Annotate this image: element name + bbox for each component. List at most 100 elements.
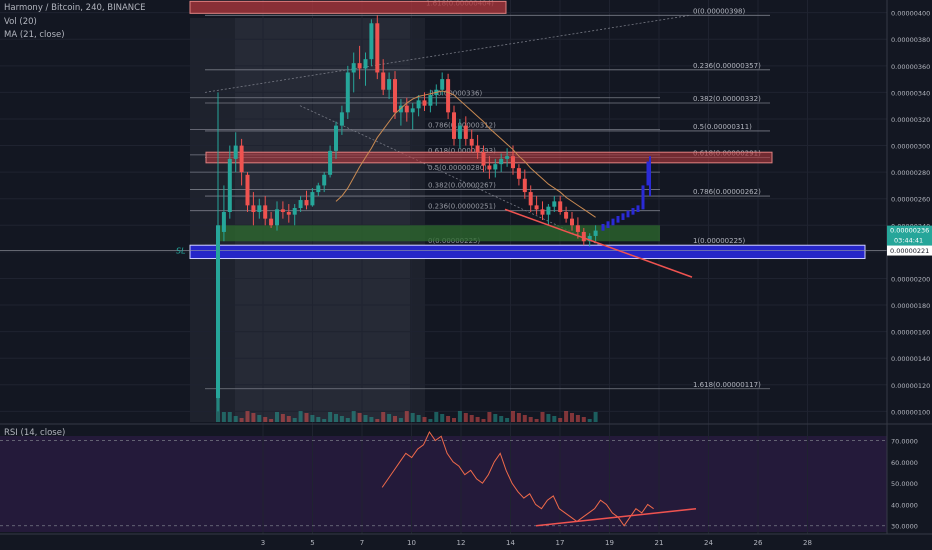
volume-bar bbox=[587, 419, 592, 422]
projection-candle bbox=[646, 161, 650, 186]
volume-bar bbox=[292, 418, 297, 422]
volume-bar bbox=[499, 416, 504, 422]
volume-bar bbox=[334, 414, 338, 422]
price-tick-label: 0.00000360 bbox=[891, 63, 930, 71]
volume-bar bbox=[387, 414, 392, 422]
price-tick-label: 0.00000120 bbox=[891, 382, 930, 390]
fib-level-label: 0.382(0.00000332) bbox=[693, 95, 761, 103]
fibonacci-b: 0(0.00000398) 0.236(0.00000357) 0.382(0.00… bbox=[205, 7, 770, 390]
candle-body bbox=[440, 79, 445, 90]
candle-body bbox=[416, 100, 421, 109]
projection-candle bbox=[611, 218, 615, 226]
candle-body bbox=[404, 105, 409, 113]
volume-bar bbox=[375, 419, 380, 422]
candle-body bbox=[475, 145, 480, 153]
candle-body bbox=[452, 112, 456, 139]
candle-body bbox=[363, 59, 368, 69]
volume-bar bbox=[475, 417, 480, 422]
trend-line bbox=[504, 208, 693, 278]
volume-bar bbox=[316, 417, 321, 422]
price-tick-label: 0.00000280 bbox=[891, 169, 930, 177]
rsi-band-fill bbox=[0, 436, 887, 532]
candle-body bbox=[357, 63, 362, 69]
fib-level-label: 0.5(0.00000311) bbox=[693, 123, 752, 131]
rsi-trend-line bbox=[535, 507, 697, 527]
rsi-tick-label: 50.0000 bbox=[891, 480, 918, 488]
price-tick-label: 0.00000320 bbox=[891, 116, 930, 124]
volume-bar bbox=[369, 417, 374, 422]
volume-bar bbox=[575, 415, 580, 422]
time-tick-label: 5 bbox=[310, 539, 314, 547]
price-axis-bg bbox=[887, 0, 932, 550]
time-tick-label: 26 bbox=[754, 539, 763, 547]
candle-body bbox=[269, 218, 274, 226]
time-tick-label: 28 bbox=[803, 539, 812, 547]
volume-bar bbox=[286, 416, 291, 422]
target-zone bbox=[189, 0, 507, 14]
volume-bar bbox=[487, 412, 492, 422]
candle-body bbox=[422, 100, 427, 106]
volume-bar bbox=[233, 416, 238, 422]
volume-bar bbox=[434, 412, 439, 422]
time-tick-label: 3 bbox=[261, 539, 265, 547]
price-tick-label: 0.00000160 bbox=[891, 329, 930, 337]
candle-body bbox=[528, 192, 533, 206]
candle-body bbox=[516, 168, 521, 179]
candle-body bbox=[410, 108, 415, 113]
volume-bar bbox=[516, 413, 521, 422]
volume-bar bbox=[528, 417, 533, 422]
volume-bar bbox=[257, 415, 262, 422]
volume-bar bbox=[251, 413, 256, 422]
candle-body bbox=[457, 125, 462, 139]
fib-level-label: 0.236(0.00000251) bbox=[428, 203, 496, 211]
volume-bar bbox=[593, 412, 598, 422]
candle-body bbox=[286, 212, 291, 215]
rsi-tick-label: 70.0000 bbox=[891, 438, 918, 446]
volume-bar bbox=[345, 418, 350, 422]
price-tick-label: 0.00000260 bbox=[891, 196, 930, 204]
candle-body bbox=[263, 205, 268, 219]
candle-body bbox=[499, 158, 504, 165]
candle-body bbox=[581, 231, 586, 242]
candle-body bbox=[393, 79, 397, 113]
time-tick-label: 12 bbox=[457, 539, 466, 547]
time-tick-label: 14 bbox=[506, 539, 515, 547]
volume-bar bbox=[552, 416, 557, 422]
candle-body bbox=[239, 145, 244, 173]
fib-level-label: 0.786(0.00000262) bbox=[693, 188, 761, 196]
candle-body bbox=[552, 201, 557, 207]
volume-bar bbox=[328, 412, 333, 422]
candle-body bbox=[275, 209, 279, 226]
candle-body bbox=[522, 178, 527, 193]
candle-body bbox=[304, 200, 309, 206]
candles bbox=[216, 15, 598, 412]
countdown-label: 03:44:41 bbox=[894, 237, 923, 245]
candle-body bbox=[233, 145, 238, 159]
fib-level-label: 0.5(0.00000280) bbox=[428, 164, 487, 172]
volume-bar bbox=[310, 415, 315, 422]
volume-bar bbox=[239, 418, 244, 422]
volume-bar bbox=[546, 414, 551, 422]
candle-body bbox=[381, 72, 386, 90]
volume-bar bbox=[398, 418, 403, 422]
candle-body bbox=[463, 125, 468, 139]
price-tick-label: 0.00000340 bbox=[891, 89, 930, 97]
volume-bar bbox=[428, 419, 433, 422]
projection-candle bbox=[606, 221, 610, 228]
volume-bar bbox=[511, 411, 515, 422]
candle-body bbox=[257, 205, 262, 213]
last-price-badge bbox=[887, 225, 932, 246]
candle-body bbox=[375, 23, 380, 73]
candle-body bbox=[298, 200, 303, 209]
symbol-legend: Harmony / Bitcoin, 240, BINANCE bbox=[4, 3, 146, 13]
candle-body bbox=[505, 156, 510, 159]
volume-bar bbox=[410, 413, 415, 422]
volume-bar bbox=[322, 419, 327, 422]
volume-bar bbox=[393, 416, 397, 422]
candle-body bbox=[280, 209, 285, 213]
candle-body bbox=[469, 138, 474, 146]
projection-candle bbox=[601, 223, 605, 231]
support-zone bbox=[218, 225, 660, 242]
volume-bar bbox=[363, 415, 368, 422]
